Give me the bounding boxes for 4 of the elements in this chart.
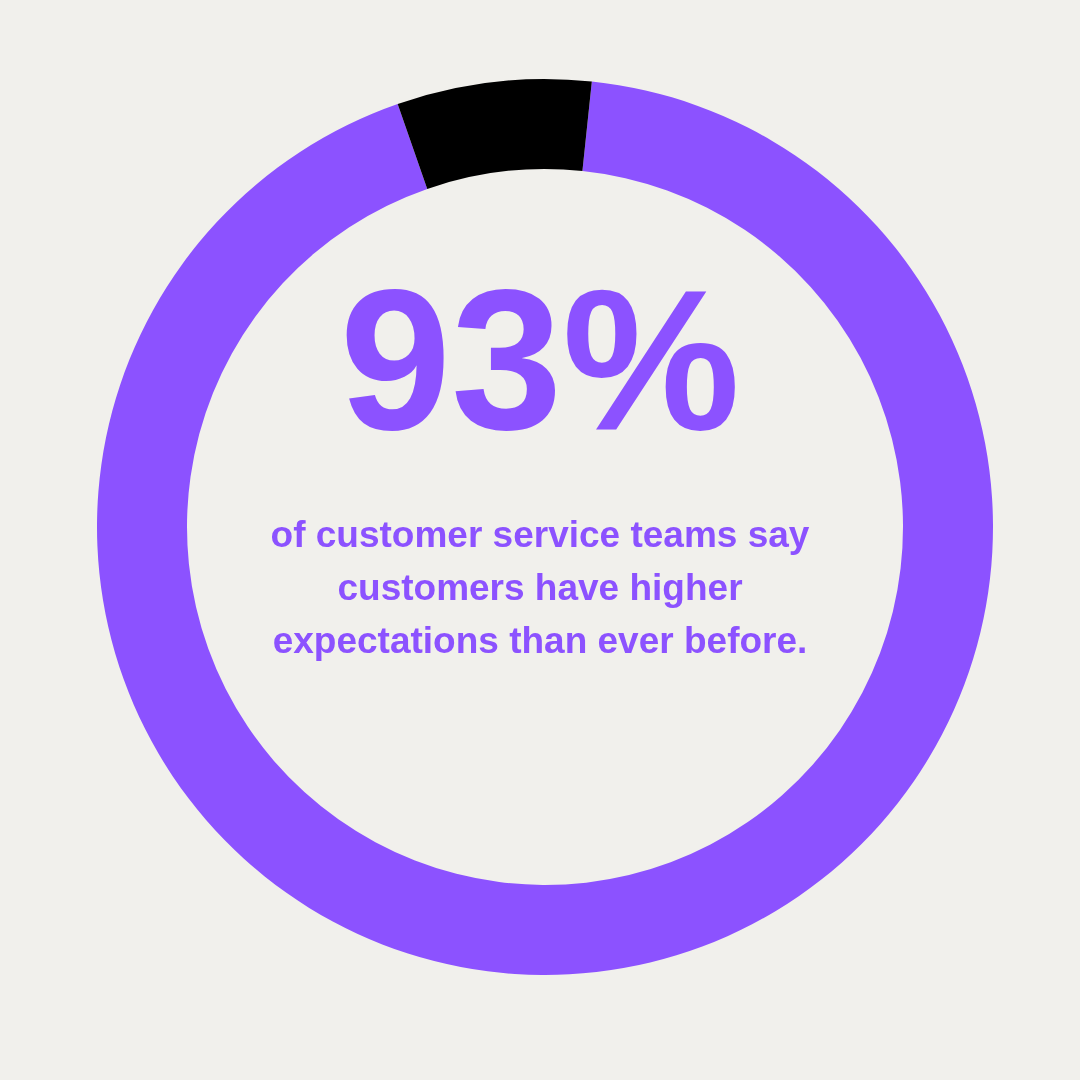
donut-slice — [97, 81, 993, 975]
text: of customer service teams say customers have higher expectations than ever before. — [269, 513, 811, 663]
donut-slice — [397, 79, 592, 189]
text: 93% — [338, 248, 742, 471]
